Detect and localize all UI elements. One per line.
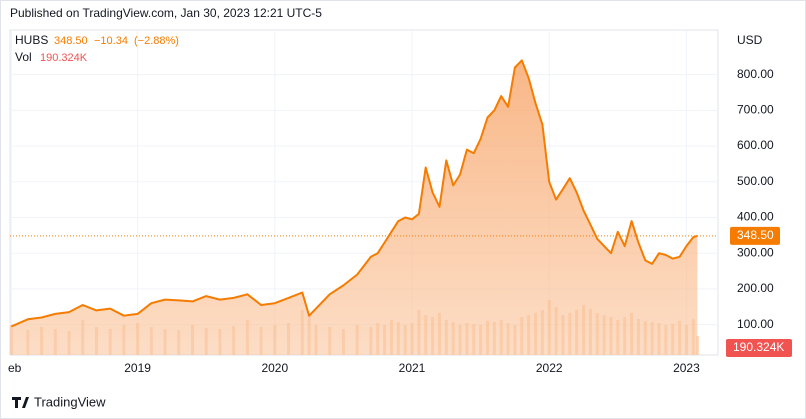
- x-tick-label: 2019: [124, 361, 151, 375]
- x-tick-label: 2020: [261, 361, 288, 375]
- volume-bar: [695, 335, 699, 355]
- last-price-label: 348.50: [737, 228, 774, 242]
- y-tick-label: 300.00: [737, 245, 774, 259]
- vol-label: Vol: [15, 50, 32, 64]
- x-tick-label: 2023: [673, 361, 700, 375]
- change: −10.34: [94, 35, 128, 47]
- y-tick-label: 500.00: [737, 174, 774, 188]
- brand-logo: [12, 397, 29, 408]
- y-tick-label: 200.00: [737, 281, 774, 295]
- x-tick-label: 2022: [536, 361, 563, 375]
- y-tick-label: 700.00: [737, 103, 774, 117]
- vol-value: 190.324K: [40, 52, 88, 64]
- y-tick-label: 600.00: [737, 138, 774, 152]
- change-pct: (−2.88%): [134, 35, 179, 47]
- y-tick-label: 100.00: [737, 317, 774, 331]
- brand: TradingView: [12, 394, 106, 409]
- last-price-tag: [730, 226, 780, 245]
- y-tick-label: 400.00: [737, 210, 774, 224]
- price-line: [11, 59, 698, 328]
- symbol: HUBS: [15, 33, 48, 47]
- x-tick-label: eb: [8, 361, 22, 375]
- y-tick-label: 800.00: [737, 67, 774, 81]
- legend: HUBS 348.50 −10.34 (−2.88%) Vol 190.324K: [15, 33, 179, 64]
- last-volume-tag: [726, 339, 792, 357]
- price: 348.50: [54, 35, 88, 47]
- currency: USD: [737, 33, 763, 47]
- price-area: [11, 60, 698, 356]
- brand-name: TradingView: [34, 394, 106, 409]
- x-tick-label: 2021: [399, 361, 426, 375]
- published-note: Published on TradingView.com, Jan 30, 20…: [10, 6, 322, 20]
- volume-bar: [9, 325, 13, 355]
- last-volume-label: 190.324K: [733, 340, 784, 354]
